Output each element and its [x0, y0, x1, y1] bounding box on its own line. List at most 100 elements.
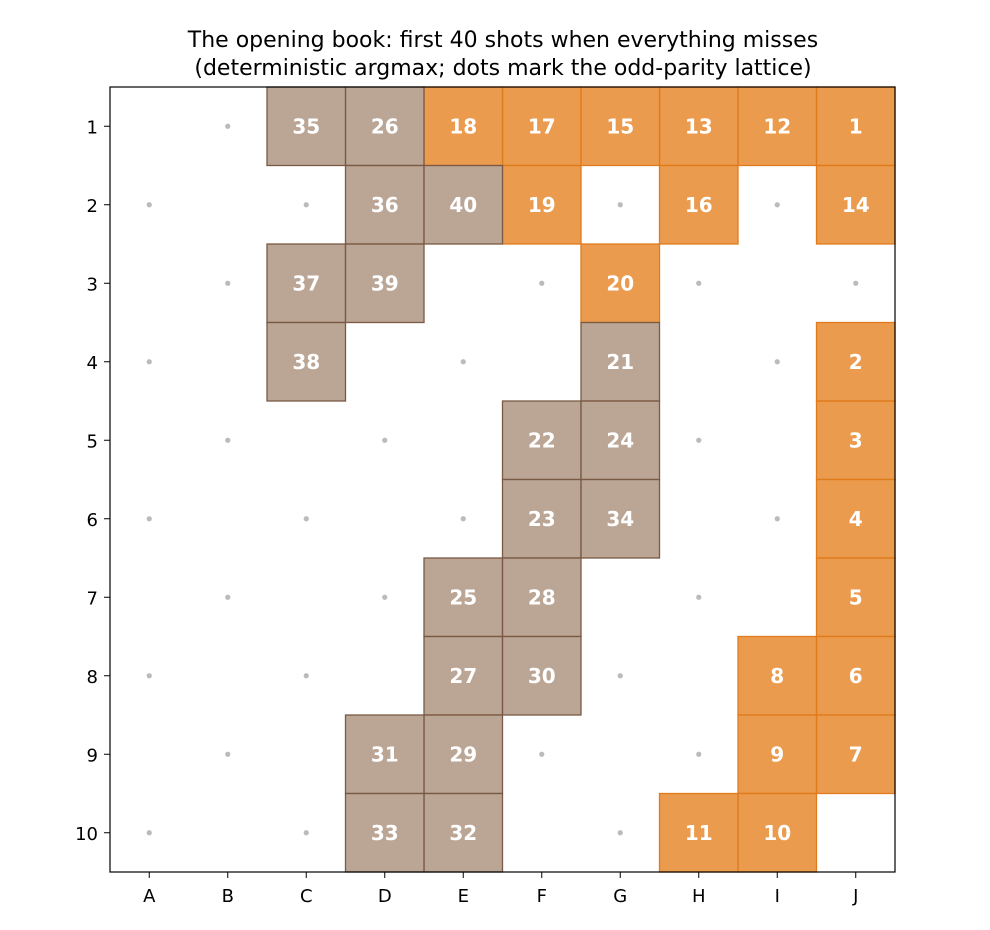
parity-dot [303, 830, 309, 836]
shot-cell: 34 [580, 478, 661, 559]
parity-dot [146, 359, 152, 365]
shot-order-label: 32 [449, 821, 477, 845]
y-tick-label: 5 [87, 431, 98, 452]
shot-cell-rect [580, 400, 661, 481]
y-tick-label: 4 [87, 353, 98, 374]
shot-cell: 5 [815, 557, 896, 638]
parity-dot [382, 594, 388, 600]
shot-cell: 16 [658, 164, 739, 245]
parity-dot [774, 202, 780, 208]
shot-cell-rect [501, 635, 582, 716]
y-tick-label: 1 [87, 117, 98, 138]
parity-dot [617, 673, 623, 679]
shot-cell-rect [501, 86, 582, 167]
parity-dot [225, 594, 231, 600]
x-tick-label: D [378, 886, 392, 907]
shot-cell: 4 [815, 478, 896, 559]
parity-dot [303, 202, 309, 208]
y-tick-label: 8 [87, 667, 98, 688]
shot-cell: 40 [423, 164, 504, 245]
parity-dot [146, 673, 152, 679]
shot-cell-rect [501, 478, 582, 559]
parity-dot [853, 280, 859, 286]
shot-order-label: 7 [849, 742, 863, 766]
shot-cell-rect [580, 478, 661, 559]
x-tick-label: B [222, 886, 234, 907]
shot-cell: 12 [737, 86, 818, 167]
x-tick-label: C [300, 886, 313, 907]
shot-cell-rect [815, 400, 896, 481]
shot-cell: 37 [266, 243, 347, 324]
parity-dot [225, 123, 231, 129]
shot-order-label: 16 [685, 193, 713, 217]
parity-dot [696, 437, 702, 443]
x-tick-label: A [143, 886, 156, 907]
shot-order-label: 26 [371, 114, 399, 138]
shot-cell: 24 [580, 400, 661, 481]
parity-dot [774, 516, 780, 522]
shot-cell-rect [658, 164, 739, 245]
y-tick-label: 7 [87, 588, 98, 609]
shot-order-label: 29 [449, 742, 477, 766]
shot-cell-rect [423, 714, 504, 795]
shot-cell-rect [580, 86, 661, 167]
shot-order-label: 5 [849, 585, 863, 609]
shot-cell: 9 [737, 714, 818, 795]
shot-cell-rect [658, 792, 739, 873]
x-tick-label: F [537, 886, 547, 907]
shot-cell: 13 [658, 86, 739, 167]
shot-cell: 14 [815, 164, 896, 245]
shot-cell-rect [266, 321, 347, 402]
parity-dot [539, 280, 545, 286]
parity-dot [539, 751, 545, 757]
shot-cell: 38 [266, 321, 347, 402]
parity-dot [774, 359, 780, 365]
parity-dot [696, 594, 702, 600]
parity-dot [696, 280, 702, 286]
shot-order-label: 19 [528, 193, 556, 217]
shot-order-label: 6 [849, 664, 863, 688]
shot-cell: 27 [423, 635, 504, 716]
shot-cell: 8 [737, 635, 818, 716]
shot-cells-layer: 1234567891011121314151617181920212223242… [266, 86, 896, 873]
chart-title-line-1: The opening book: first 40 shots when ev… [187, 28, 818, 53]
shot-order-label: 30 [528, 664, 556, 688]
shot-order-label: 3 [849, 428, 863, 452]
parity-dot [460, 516, 466, 522]
shot-cell: 1 [815, 86, 896, 167]
shot-cell: 22 [501, 400, 582, 481]
shot-cell-rect [815, 86, 896, 167]
shot-order-label: 37 [292, 271, 320, 295]
shot-cell-rect [266, 86, 347, 167]
shot-cell: 20 [580, 243, 661, 324]
shot-cell: 31 [344, 714, 425, 795]
shot-cell: 18 [423, 86, 504, 167]
shot-order-label: 39 [371, 271, 399, 295]
shot-cell: 21 [580, 321, 661, 402]
shot-order-label: 15 [606, 114, 634, 138]
shot-cell: 11 [658, 792, 739, 873]
shot-cell-rect [501, 164, 582, 245]
parity-dot [460, 359, 466, 365]
shot-order-label: 18 [449, 114, 477, 138]
shot-cell: 19 [501, 164, 582, 245]
parity-dot [617, 830, 623, 836]
parity-dot [146, 830, 152, 836]
shot-order-label: 4 [849, 507, 863, 531]
parity-dot [382, 437, 388, 443]
parity-dot [225, 437, 231, 443]
y-tick-label: 9 [87, 745, 98, 766]
parity-dot [303, 516, 309, 522]
shot-order-label: 14 [842, 193, 870, 217]
shot-order-label: 21 [606, 350, 634, 374]
y-tick-label: 6 [87, 510, 98, 531]
x-tick-label: E [458, 886, 469, 907]
shot-order-label: 27 [449, 664, 477, 688]
shot-order-label: 28 [528, 585, 556, 609]
parity-dot [696, 751, 702, 757]
shot-order-label: 9 [770, 742, 784, 766]
parity-dot [146, 516, 152, 522]
shot-order-label: 12 [763, 114, 791, 138]
